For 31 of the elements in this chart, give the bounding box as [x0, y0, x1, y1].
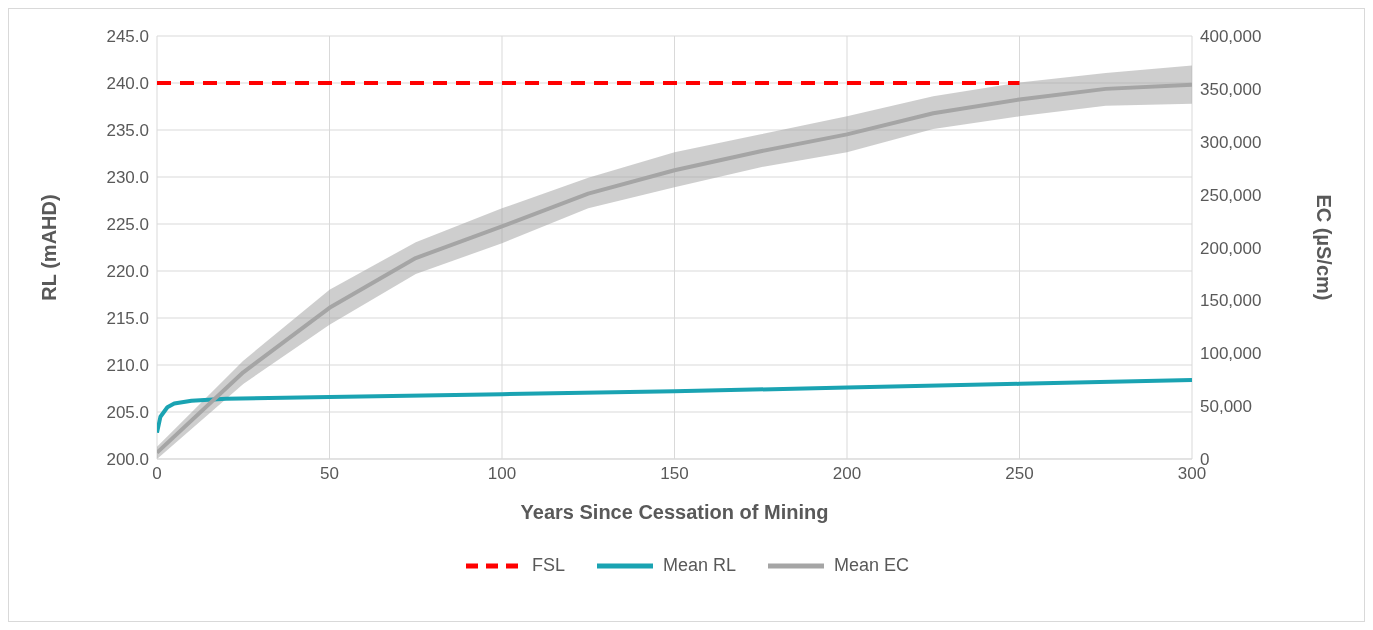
x-tick-label: 200	[832, 464, 862, 484]
y-tick-label: 210.0	[106, 356, 149, 376]
y2-tick-label: 250,000	[1200, 185, 1262, 205]
line-series	[157, 378, 1192, 435]
y-tick-label: 200.0	[106, 450, 149, 470]
x-axis-title: Years Since Cessation of Mining	[520, 501, 829, 523]
legend-label: Mean RL	[662, 555, 736, 576]
y-tick-label: 235.0	[106, 121, 149, 141]
y-tick-label: 240.0	[106, 74, 149, 94]
y2-tick-label: 50,000	[1200, 397, 1252, 417]
x-tick-label: 0	[152, 464, 162, 484]
y2-tick-label: 100,000	[1200, 344, 1262, 364]
legend-label: Mean EC	[834, 555, 910, 576]
x-tick-label: 100	[487, 464, 517, 484]
legend-label: FSL	[531, 555, 565, 576]
y2-tick-label: 300,000	[1200, 132, 1262, 152]
y-axis-title: RL (mAHD)	[38, 194, 61, 301]
y-tick-label: 225.0	[106, 215, 149, 235]
x-tick-label: 50	[320, 464, 339, 484]
y2-tick-label: 350,000	[1200, 79, 1262, 99]
y-tick-label: 245.0	[106, 27, 149, 47]
y-tick-label: 230.0	[106, 168, 149, 188]
y2-tick-label: 150,000	[1200, 291, 1262, 311]
y2-tick-label: 200,000	[1200, 238, 1262, 258]
y-tick-label: 205.0	[106, 403, 149, 423]
y2-axis-title: EC (µS/cm)	[1312, 194, 1335, 301]
y-tick-label: 220.0	[106, 262, 149, 282]
y2-tick-label: 400,000	[1200, 27, 1262, 47]
x-tick-label: 250	[1005, 464, 1034, 484]
x-tick-label: 150	[660, 464, 689, 484]
y-tick-label: 215.0	[106, 309, 149, 329]
